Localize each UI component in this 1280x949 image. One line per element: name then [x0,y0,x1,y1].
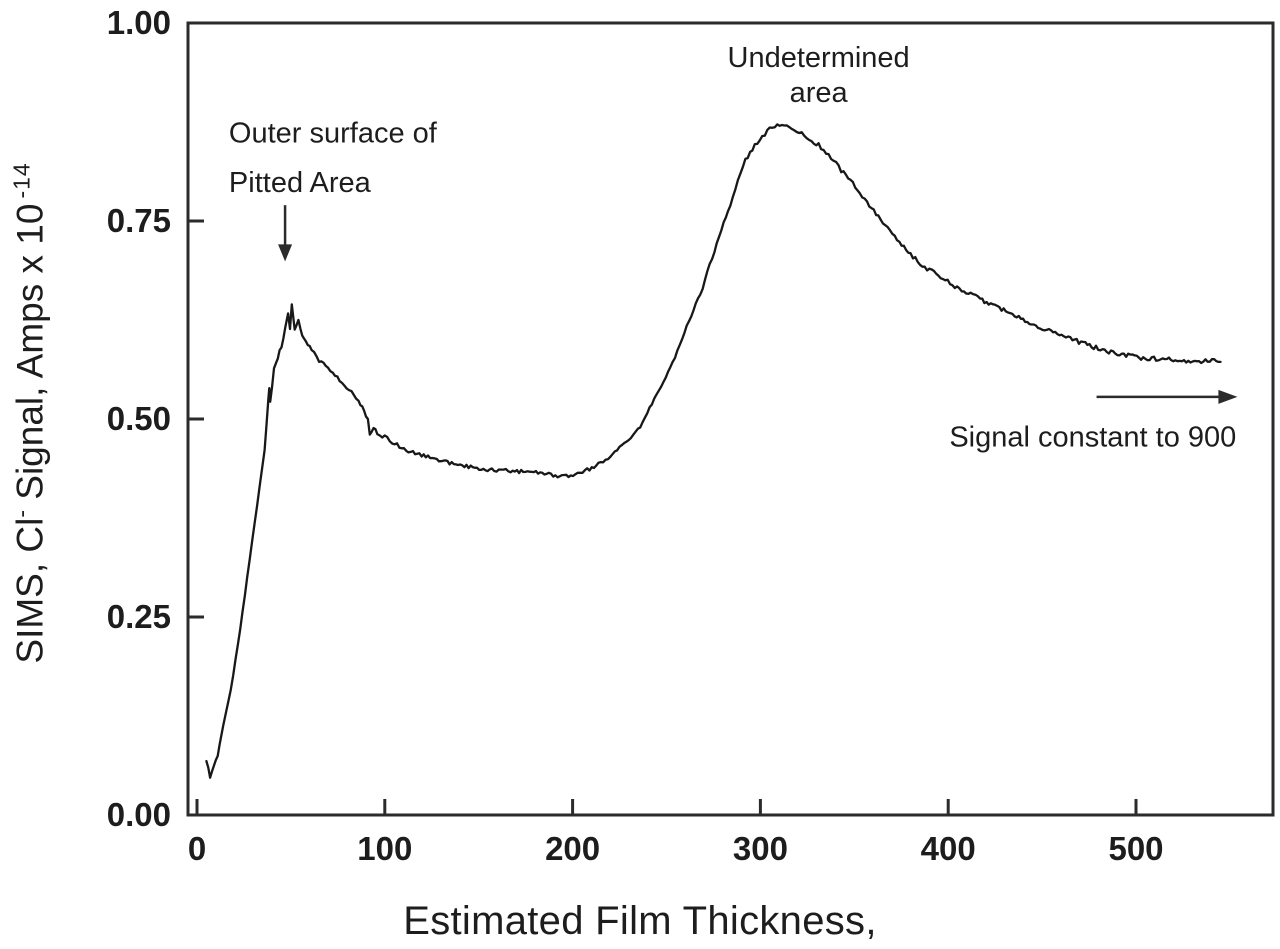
x-axis-title: Estimated Film Thickness, [403,899,877,943]
axis-ticks [188,21,1138,817]
y-tick-label: 0.25 [107,598,171,635]
signal-trace [205,123,1222,779]
x-tick-label: 500 [1108,830,1163,867]
annotation-outer-surface-of-pitted-area-line1: Outer surface of [229,117,438,149]
down-arrow-icon [278,244,293,262]
y-tick-label: 0.00 [107,796,171,833]
axis-tick-labels: 0 100 200 300 400 500 0.00 0.25 0.50 0.75 1.00 [107,4,1164,867]
right-arrow-icon [1218,389,1238,404]
exponent-superscript: -14 [8,162,35,199]
y-axis-title: SIMS, Cl- Signal, Amps x 10 -14 [8,162,51,663]
x-tick-label: 200 [545,830,600,867]
x-tick-label: 300 [733,830,788,867]
x-tick-label: 0 [188,830,206,867]
x-tick-label: 400 [921,830,976,867]
y-tick-label: 0.75 [107,202,171,239]
annotation-undetermined-area-line1: Undetermined [728,42,910,74]
annotations-group: Outer surface of Pitted Area Undetermineda… [229,42,1238,453]
y-axis-title-text2: Signal, Amps x 10 [9,203,51,510]
cl-minus-superscript: - [8,510,35,518]
y-tick-label: 0.50 [107,400,171,437]
y-tick-label: 1.00 [107,4,171,41]
annotation-outer-surface-of-pitted-area-line2: Pitted Area [229,167,372,199]
signal-trace-group [205,123,1222,779]
annotation-undetermined-area-line2: area [790,77,849,109]
y-axis-title-text: SIMS, Cl [9,517,51,664]
x-tick-label: 100 [357,830,412,867]
annotation-signal-constant-line1: Signal constant to 900 [949,421,1236,453]
